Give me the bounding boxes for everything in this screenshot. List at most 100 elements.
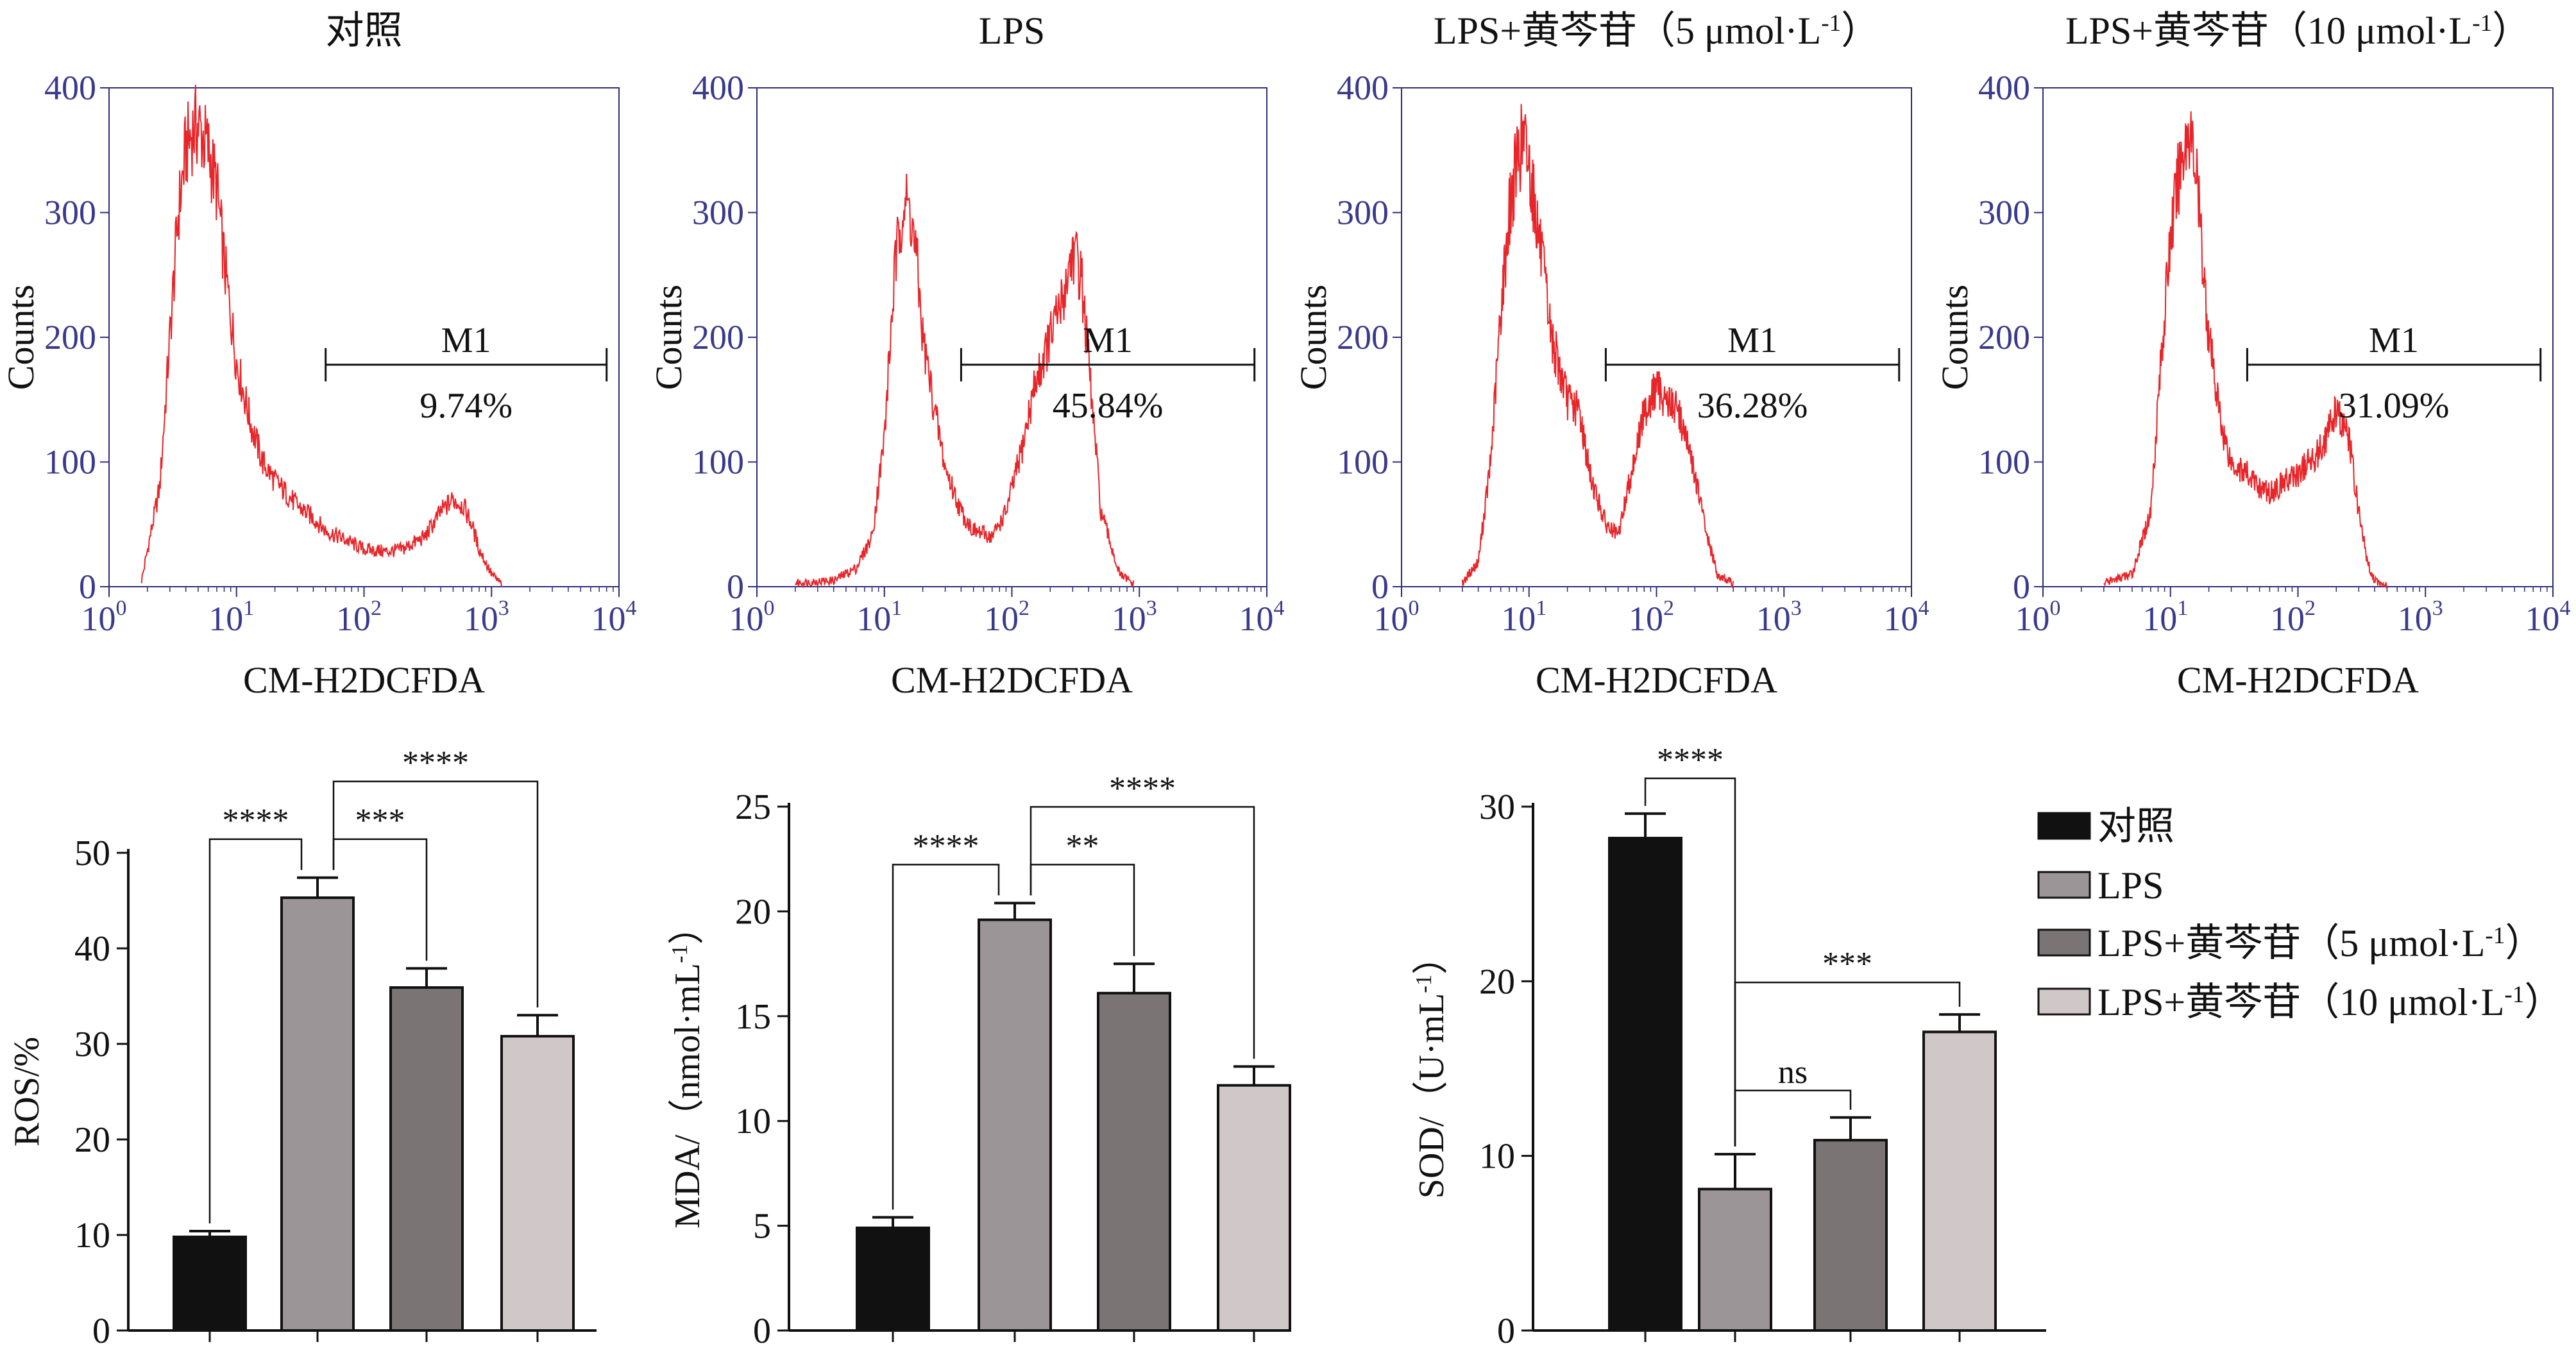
significance-label: **** bbox=[1657, 742, 1724, 778]
y-tick-label: 300 bbox=[44, 194, 96, 232]
bar-1 bbox=[173, 1235, 247, 1332]
plot-frame bbox=[756, 87, 1267, 587]
x-tick-label: 101 bbox=[1501, 596, 1546, 638]
y-axis-label: Counts bbox=[648, 285, 690, 390]
panel-title: LPS+黄芩苷（5 μmol·L-1） bbox=[1434, 10, 1879, 52]
gate-percent: 9.74% bbox=[419, 386, 513, 426]
gate-percent: 36.28% bbox=[1697, 386, 1808, 426]
gate-label: M1 bbox=[2369, 321, 2419, 360]
significance-bracket bbox=[1030, 806, 1255, 1059]
legend-item-1: 对照 bbox=[2037, 805, 2174, 848]
y-tick-label: 400 bbox=[1978, 69, 2030, 107]
y-tick-label: 0 bbox=[92, 1311, 110, 1351]
significance-bracket bbox=[208, 838, 303, 1224]
x-tick-label: 103 bbox=[464, 596, 509, 638]
legend-item-3: LPS+黄芩苷（5 μmol·L-1） bbox=[2037, 922, 2543, 964]
x-tick-label: 101 bbox=[856, 596, 902, 638]
y-tick-label: 0 bbox=[79, 567, 96, 606]
y-tick-label: 300 bbox=[1978, 194, 2030, 232]
x-tick-label: 100 bbox=[1374, 596, 1419, 638]
x-axis-label: CM-H2DCFDA bbox=[891, 659, 1133, 701]
x-tick-label: 103 bbox=[1112, 596, 1157, 638]
y-tick-label: 20 bbox=[74, 1120, 110, 1160]
x-tick-label: 101 bbox=[208, 596, 254, 638]
y-tick-label: 50 bbox=[74, 834, 110, 873]
y-tick-label: 0 bbox=[727, 567, 744, 606]
y-tick-label: 100 bbox=[44, 443, 96, 482]
y-tick-label: 0 bbox=[1497, 1311, 1515, 1351]
y-tick-label: 20 bbox=[1479, 962, 1515, 1002]
bar-3 bbox=[1097, 991, 1171, 1332]
x-tick-label: 102 bbox=[1629, 596, 1674, 638]
y-tick-label: 5 bbox=[753, 1207, 771, 1247]
y-tick-label: 10 bbox=[74, 1216, 110, 1255]
bar-1 bbox=[856, 1226, 930, 1332]
y-tick-label: 40 bbox=[74, 929, 110, 969]
significance-bracket bbox=[892, 864, 1000, 1210]
y-tick-label: 400 bbox=[692, 69, 744, 107]
y-tick-label: 10 bbox=[1479, 1137, 1515, 1177]
gate-label: M1 bbox=[1727, 321, 1777, 360]
y-tick-label: 200 bbox=[1978, 318, 2030, 357]
legend-label: 对照 bbox=[2097, 805, 2174, 848]
x-tick-label: 100 bbox=[2015, 596, 2061, 638]
significance-label: ns bbox=[1778, 1054, 1808, 1091]
x-tick-label: 103 bbox=[2398, 596, 2443, 638]
legend: 对照 LPS LPS+黄芩苷（5 μmol·L-1） LPS+黄芩苷（10 μmol·… bbox=[2037, 805, 2563, 1023]
y-axis-label: Counts bbox=[1292, 285, 1334, 390]
legend-label: LPS bbox=[2097, 864, 2164, 907]
histogram-line bbox=[140, 85, 502, 587]
y-tick-label: 25 bbox=[735, 787, 771, 827]
y-tick-label: 30 bbox=[74, 1025, 110, 1064]
x-axis-label: CM-H2DCFDA bbox=[1536, 659, 1777, 701]
x-tick-label: 102 bbox=[336, 596, 382, 638]
y-axis-label: Counts bbox=[0, 285, 42, 390]
bar-2 bbox=[978, 918, 1052, 1332]
y-tick-label: 100 bbox=[692, 443, 744, 482]
panel-title: 对照 bbox=[326, 10, 403, 52]
x-tick-label: 104 bbox=[2525, 596, 2571, 638]
plot-frame bbox=[2042, 87, 2554, 587]
gate-percent: 31.09% bbox=[2339, 386, 2450, 426]
x-tick-label: 102 bbox=[984, 596, 1030, 638]
gate-percent: 45.84% bbox=[1053, 386, 1164, 426]
y-tick-label: 200 bbox=[692, 318, 744, 357]
significance-bracket bbox=[1644, 777, 1736, 1146]
panel-title: LPS bbox=[979, 10, 1045, 52]
gate-label: M1 bbox=[1083, 321, 1133, 360]
gate-label: M1 bbox=[441, 321, 491, 360]
y-tick-label: 100 bbox=[1978, 443, 2030, 482]
y-tick-label: 200 bbox=[1337, 318, 1389, 357]
histogram-line bbox=[2103, 111, 2388, 589]
x-tick-label: 102 bbox=[2270, 596, 2316, 638]
y-tick-label: 300 bbox=[1337, 194, 1389, 232]
x-tick-label: 101 bbox=[2142, 596, 2188, 638]
legend-swatch bbox=[2037, 812, 2091, 840]
significance-label: *** bbox=[355, 803, 405, 839]
y-axis-label: SOD/（U·mL-1） bbox=[1411, 939, 1452, 1198]
legend-swatch bbox=[2037, 987, 2091, 1016]
legend-swatch bbox=[2037, 928, 2091, 957]
x-tick-label: 100 bbox=[729, 596, 775, 638]
y-tick-label: 400 bbox=[44, 69, 96, 107]
significance-label: **** bbox=[913, 828, 979, 864]
legend-swatch bbox=[2037, 871, 2091, 899]
bar-4 bbox=[500, 1035, 575, 1332]
x-tick-label: 100 bbox=[81, 596, 127, 638]
significance-label: *** bbox=[1822, 946, 1872, 982]
histogram-line bbox=[1461, 104, 1734, 589]
y-tick-label: 30 bbox=[1479, 787, 1515, 827]
bar-4 bbox=[1217, 1084, 1291, 1332]
bar-4 bbox=[1922, 1030, 1997, 1332]
y-tick-label: 400 bbox=[1337, 69, 1389, 107]
significance-bracket bbox=[1734, 981, 1961, 1146]
significance-label: **** bbox=[402, 745, 469, 782]
y-tick-label: 200 bbox=[44, 318, 96, 357]
x-tick-label: 104 bbox=[1239, 596, 1285, 638]
y-tick-label: 300 bbox=[692, 194, 744, 232]
legend-label: LPS+黄芩苷（5 μmol·L-1） bbox=[2097, 922, 2543, 964]
